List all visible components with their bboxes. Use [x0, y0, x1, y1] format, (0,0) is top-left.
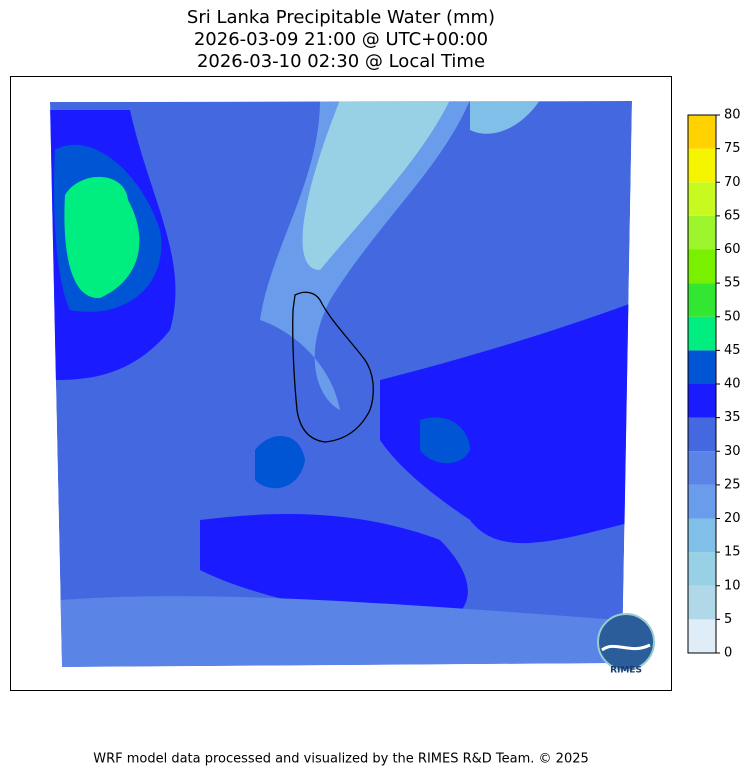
- colorbar: 0 5 10 15 20 25 30 35 40 45 50 55 60 65 70 75 80: [687, 108, 741, 661]
- colorbar-tick-label: 45: [724, 343, 741, 358]
- colorbar-bin: [688, 215, 716, 250]
- colorbar-bin: [688, 619, 716, 653]
- colorbar-tick-label: 50: [724, 309, 741, 324]
- colorbar-bin: [688, 484, 716, 519]
- colorbar-tick-label: 60: [724, 242, 741, 257]
- colorbar-bin: [688, 115, 716, 149]
- footer: WRF model data processed and visualized …: [93, 752, 589, 767]
- colorbar-bin: [688, 384, 716, 418]
- map-field: [50, 101, 632, 667]
- colorbar-bin: [688, 249, 716, 284]
- colorbar-tick-label: 65: [724, 208, 741, 223]
- colorbar-tick-label: 30: [724, 444, 741, 459]
- colorbar-tick-label: 55: [724, 276, 741, 291]
- title-line: Sri Lanka Precipitable Water (mm): [187, 7, 495, 28]
- colorbar-bin: [688, 283, 716, 317]
- colorbar-tick-label: 25: [724, 477, 741, 492]
- colorbar-tick-label: 5: [724, 612, 732, 627]
- colorbar-tick-label: 15: [724, 545, 741, 560]
- colorbar-tick-label: 20: [724, 511, 741, 526]
- title-line: 2026-03-09 21:00 @ UTC+00:00: [194, 29, 488, 50]
- colorbar-bin: [688, 182, 716, 216]
- colorbar-bin: [688, 552, 716, 586]
- colorbar-bin: [688, 148, 716, 183]
- colorbar-tick-label: 10: [724, 578, 741, 593]
- colorbar-bin: [688, 451, 716, 485]
- colorbar-bin: [688, 417, 716, 452]
- colorbar-bin: [688, 585, 716, 620]
- colorbar-bin: [688, 316, 716, 351]
- logo-text: RIMES: [610, 666, 642, 676]
- logo: RIMES: [597, 613, 655, 676]
- colorbar-tick-label: 40: [724, 377, 741, 392]
- title-line: 2026-03-10 02:30 @ Local Time: [197, 51, 485, 72]
- colorbar-tick-label: 0: [724, 646, 732, 661]
- colorbar-tick-label: 70: [724, 175, 741, 190]
- colorbar-bin: [688, 350, 716, 384]
- colorbar-tick-label: 80: [724, 108, 741, 123]
- colorbar-tick-label: 35: [724, 410, 741, 425]
- colorbar-bin: [688, 518, 716, 553]
- colorbar-tick-label: 75: [724, 141, 741, 156]
